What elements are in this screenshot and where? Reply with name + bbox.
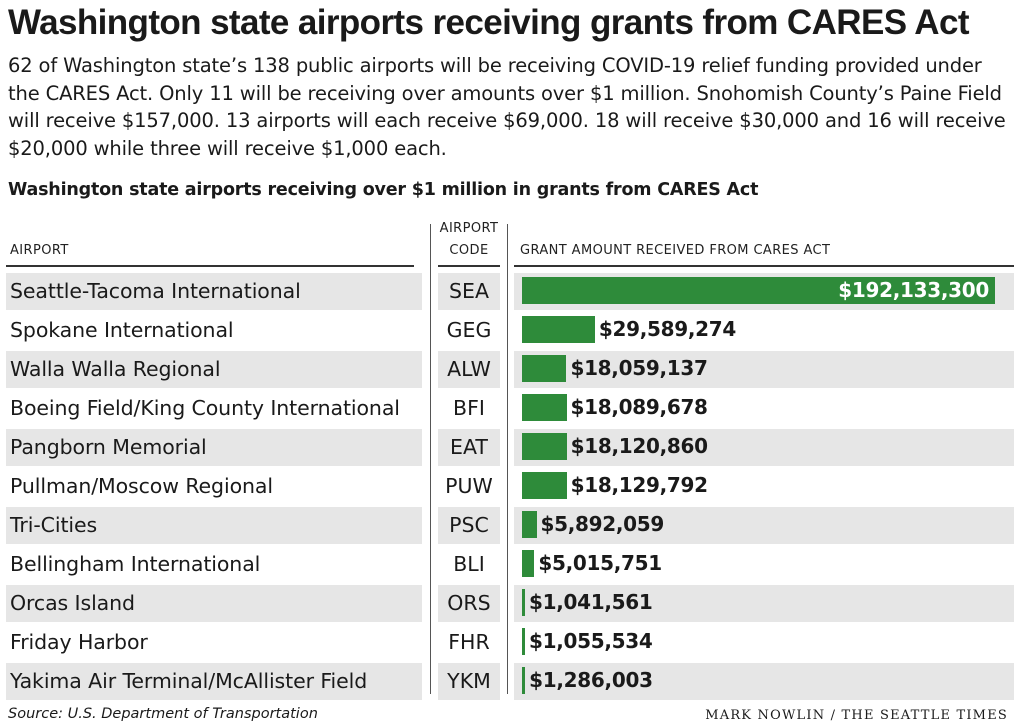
row-band	[514, 585, 1014, 622]
column-header-code-line1: AIRPORT	[439, 221, 499, 236]
table-row: Pullman/Moscow Regional PUW $18,129,792	[0, 467, 1020, 506]
table-row: Orcas Island ORS $1,041,561	[0, 584, 1020, 623]
airport-code: PSC	[449, 513, 489, 537]
airport-name: Pullman/Moscow Regional	[10, 474, 273, 498]
chart-title: Washington state airports receiving gran…	[8, 3, 969, 42]
grant-bar	[522, 550, 535, 577]
grant-bar	[522, 316, 595, 343]
row-band	[6, 429, 422, 466]
intro-paragraph: 62 of Washington state’s 138 public airp…	[8, 54, 1006, 160]
row-band	[6, 663, 422, 700]
column-header-amount: GRANT AMOUNT RECEIVED FROM CARES ACT	[520, 243, 831, 258]
chart-subtitle: Washington state airports receiving over…	[8, 180, 759, 200]
airport-name: Tri-Cities	[10, 513, 98, 537]
table-row: Pangborn Memorial EAT $18,120,860	[0, 428, 1020, 467]
row-band	[438, 585, 500, 622]
row-band	[438, 429, 500, 466]
airport-code: BFI	[453, 396, 485, 420]
header-rule-amount	[514, 265, 1014, 267]
table-row: Walla Walla Regional ALW $18,059,137	[0, 350, 1020, 389]
column-divider-right	[507, 224, 508, 694]
header-rule-airport	[6, 265, 414, 267]
table-row: Seattle-Tacoma International SEA $192,133,…	[0, 272, 1020, 311]
airport-name: Seattle-Tacoma International	[10, 279, 301, 303]
grant-bar	[522, 394, 567, 421]
grant-amount-label: $192,133,300	[838, 278, 989, 302]
grant-bar	[522, 589, 525, 616]
grant-amount-label: $18,089,678	[570, 395, 708, 419]
airport-name: Yakima Air Terminal/McAllister Field	[10, 669, 368, 693]
airport-code: YKM	[447, 669, 491, 693]
table-row: Tri-Cities PSC $5,892,059	[0, 506, 1020, 545]
column-header-code-line2: CODE	[449, 243, 489, 258]
airport-code: EAT	[450, 435, 488, 459]
airport-name: Walla Walla Regional	[10, 357, 221, 381]
airport-code: ORS	[447, 591, 491, 615]
airport-code: SEA	[449, 279, 489, 303]
airport-code: PUW	[445, 474, 493, 498]
airport-name: Friday Harbor	[10, 630, 148, 654]
airport-code: ALW	[447, 357, 491, 381]
grant-bar	[522, 667, 526, 694]
table-row: Spokane International GEG $29,589,274	[0, 311, 1020, 350]
grant-bar	[522, 511, 537, 538]
row-band	[438, 507, 500, 544]
grant-amount-label: $18,059,137	[570, 356, 708, 380]
grant-bar	[522, 277, 995, 304]
column-header-airport: AIRPORT	[10, 243, 69, 258]
column-divider-left	[430, 224, 431, 694]
grant-bar	[522, 628, 525, 655]
row-band	[6, 507, 422, 544]
airport-code: FHR	[448, 630, 490, 654]
row-band	[438, 273, 500, 310]
airport-code: BLI	[453, 552, 485, 576]
airport-name: Orcas Island	[10, 591, 135, 615]
grant-amount-label: $5,015,751	[538, 551, 662, 575]
row-band	[514, 429, 1014, 466]
grant-amount-label: $1,041,561	[529, 590, 653, 614]
grant-amount-label: $29,589,274	[598, 317, 736, 341]
credit-line: MARK NOWLIN / THE SEATTLE TIMES	[705, 708, 1008, 723]
grant-amount-label: $1,286,003	[529, 668, 653, 692]
table-row: Yakima Air Terminal/McAllister Field YKM $…	[0, 662, 1020, 701]
row-band	[438, 663, 500, 700]
row-band	[6, 585, 422, 622]
grant-amount-label: $5,892,059	[540, 512, 665, 536]
airport-code: GEG	[446, 318, 492, 342]
grant-amount-label: $18,120,860	[570, 434, 708, 458]
grant-amount-label: $1,055,534	[529, 629, 653, 653]
airport-name: Spokane International	[10, 318, 234, 342]
table-row: Bellingham International BLI $5,015,751	[0, 545, 1020, 584]
airport-name: Pangborn Memorial	[10, 435, 207, 459]
airport-name: Boeing Field/King County International	[10, 396, 400, 420]
table-row: Boeing Field/King County International BF…	[0, 389, 1020, 428]
airport-name: Bellingham International	[10, 552, 261, 576]
row-band	[6, 273, 422, 310]
row-band	[6, 351, 422, 388]
grant-bar	[522, 355, 567, 382]
row-band	[438, 351, 500, 388]
row-band	[514, 507, 1014, 544]
source-note: Source: U.S. Department of Transportatio…	[8, 706, 318, 722]
header-rule-code	[438, 265, 500, 267]
grant-amount-label: $18,129,792	[570, 473, 708, 497]
row-band	[514, 663, 1014, 700]
grant-bar	[522, 433, 567, 460]
table-row: Friday Harbor FHR $1,055,534	[0, 623, 1020, 662]
row-band	[514, 351, 1014, 388]
grant-bar	[522, 472, 567, 499]
